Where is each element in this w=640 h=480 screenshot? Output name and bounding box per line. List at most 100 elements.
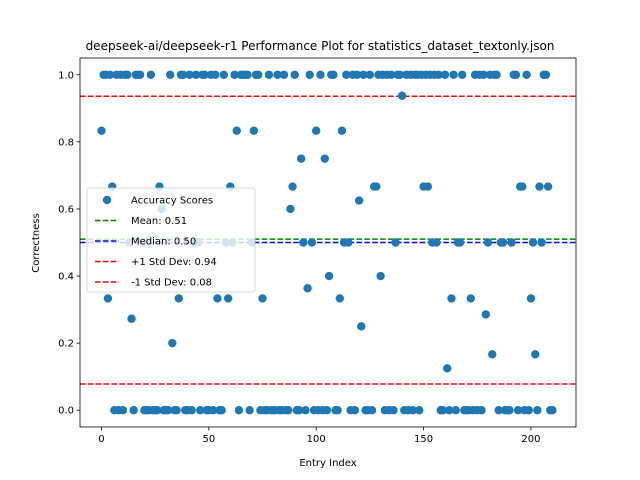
data-point — [294, 406, 304, 415]
data-point — [163, 406, 173, 415]
data-point — [245, 406, 254, 415]
data-point — [531, 350, 540, 359]
data-point — [191, 70, 201, 79]
y-tick-label: 0.2 — [58, 339, 74, 350]
data-point — [129, 406, 138, 415]
data-point — [185, 70, 194, 79]
data-point — [352, 70, 362, 79]
data-point — [105, 70, 115, 79]
data-point — [365, 70, 375, 79]
data-point — [234, 406, 244, 415]
data-point — [492, 70, 501, 79]
y-tick-label: 0.6 — [58, 204, 74, 215]
data-point — [344, 238, 353, 247]
data-point — [423, 182, 433, 191]
data-point — [153, 406, 162, 415]
data-point — [284, 406, 293, 415]
data-point — [172, 406, 181, 415]
data-point — [548, 406, 557, 415]
data-point — [103, 294, 113, 303]
data-point — [522, 70, 531, 79]
data-point — [322, 406, 332, 415]
legend-label: Accuracy Scores — [131, 196, 213, 207]
data-point — [196, 406, 205, 415]
data-point — [458, 70, 467, 79]
data-point — [359, 70, 368, 79]
data-point — [524, 406, 533, 415]
data-point — [249, 126, 259, 135]
data-point — [528, 238, 538, 247]
y-tick-label: 0.0 — [58, 406, 74, 417]
legend-label: Median: 0.50 — [131, 237, 196, 248]
y-tick-label: 0.4 — [58, 272, 74, 283]
data-point — [350, 406, 360, 415]
data-point — [146, 70, 156, 79]
data-point — [127, 314, 136, 323]
y-axis-ticks: 0.0 0.2 0.4 0.6 0.8 1.0 — [58, 70, 80, 417]
data-point — [333, 406, 342, 415]
data-point — [168, 338, 177, 348]
data-point — [389, 406, 398, 415]
data-point — [494, 406, 503, 415]
data-point — [329, 70, 338, 79]
data-point — [258, 294, 267, 303]
data-point — [213, 294, 222, 303]
data-point — [479, 70, 488, 79]
data-point — [387, 70, 396, 79]
data-point — [372, 182, 381, 191]
data-point — [505, 406, 514, 415]
data-point — [208, 406, 218, 415]
data-point — [488, 350, 497, 359]
x-tick-label: 200 — [521, 434, 540, 445]
data-point — [217, 406, 226, 415]
y-tick-label: 1.0 — [58, 70, 74, 81]
data-point — [230, 70, 239, 79]
data-point — [513, 406, 523, 415]
data-point — [535, 182, 544, 191]
data-point — [118, 406, 128, 415]
data-point — [232, 126, 241, 135]
data-point — [451, 406, 460, 415]
data-point — [518, 182, 527, 191]
data-point — [335, 294, 345, 303]
data-point — [395, 70, 405, 79]
data-point — [526, 294, 536, 303]
data-point — [279, 70, 289, 79]
data-point — [357, 322, 366, 331]
data-point — [200, 70, 209, 79]
data-point — [320, 154, 329, 163]
x-tick-label: 100 — [307, 434, 326, 445]
data-point — [296, 154, 306, 163]
data-point — [324, 271, 334, 281]
data-point — [447, 294, 456, 303]
x-axis-label: Entry Index — [299, 458, 356, 469]
data-point — [211, 70, 220, 79]
data-point — [316, 70, 325, 79]
data-point — [354, 196, 364, 205]
data-point — [376, 271, 385, 281]
data-point — [219, 70, 229, 79]
data-point — [97, 126, 106, 135]
x-tick-label: 150 — [414, 434, 433, 445]
data-point — [537, 238, 546, 247]
data-point — [311, 126, 321, 135]
data-point — [288, 182, 297, 191]
data-point — [174, 294, 183, 303]
data-point — [337, 126, 347, 135]
data-point — [541, 70, 551, 79]
legend-marker-accuracy — [102, 195, 112, 205]
data-point — [301, 406, 310, 415]
data-point — [442, 364, 452, 373]
y-axis-label: Correctness — [31, 213, 42, 272]
data-point — [305, 70, 314, 79]
data-point — [445, 406, 454, 415]
legend-label: -1 Std Dev: 0.08 — [131, 278, 212, 289]
data-point — [455, 238, 465, 247]
data-point — [307, 238, 317, 247]
data-point — [135, 70, 145, 79]
data-point — [543, 182, 553, 191]
legend: Accuracy Scores Mean: 0.51 Median: 0.50 +1 … — [86, 187, 256, 293]
data-point — [440, 70, 450, 79]
plot-frame — [79, 57, 577, 428]
data-point — [187, 406, 196, 415]
